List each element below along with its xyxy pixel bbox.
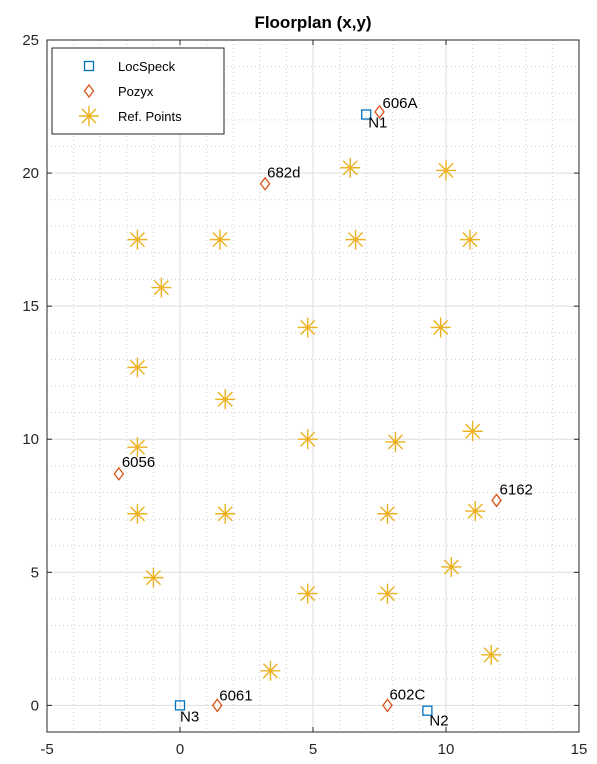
point-diamond bbox=[374, 104, 385, 119]
point-star bbox=[345, 229, 366, 250]
series-star bbox=[127, 157, 502, 681]
point-star bbox=[151, 277, 172, 298]
point-star bbox=[340, 157, 361, 178]
point-diamond bbox=[491, 493, 502, 508]
point-star bbox=[462, 421, 483, 442]
axes: -5 0 5 10 15 0 5 10 15 20 25 bbox=[22, 32, 587, 758]
legend-marker-diamond bbox=[83, 83, 95, 99]
point-star bbox=[215, 503, 236, 524]
legend-marker-star bbox=[79, 106, 99, 126]
y-tick-label: 25 bbox=[22, 32, 39, 49]
point-star bbox=[127, 437, 148, 458]
point-star bbox=[215, 389, 236, 410]
legend: LocSpeck Pozyx Ref. Points bbox=[51, 47, 225, 135]
point-diamond bbox=[259, 176, 271, 191]
x-tick-label: 5 bbox=[309, 741, 317, 758]
point-star bbox=[377, 503, 398, 524]
y-tick-label: 5 bbox=[31, 564, 39, 581]
point-star bbox=[127, 357, 148, 378]
point-label: 682d bbox=[267, 165, 300, 182]
legend-entry: Ref. Points bbox=[118, 109, 182, 124]
point-square bbox=[174, 700, 186, 711]
point-star bbox=[260, 660, 281, 681]
series-square bbox=[174, 109, 433, 716]
x-tick-label: 15 bbox=[571, 741, 588, 758]
point-star bbox=[481, 644, 502, 665]
point-diamond bbox=[382, 698, 393, 713]
point-star bbox=[297, 583, 318, 604]
point-star bbox=[377, 583, 398, 604]
point-star bbox=[459, 229, 480, 250]
legend-entry: LocSpeck bbox=[118, 59, 176, 74]
legend-entry: Pozyx bbox=[118, 84, 154, 99]
point-star bbox=[436, 160, 456, 181]
y-tick-label: 15 bbox=[22, 298, 39, 315]
point-star bbox=[209, 229, 230, 250]
x-tick-label: 0 bbox=[176, 741, 184, 758]
chart-title: Floorplan (x,y) bbox=[254, 13, 371, 32]
legend-box bbox=[51, 47, 225, 135]
point-labels: N1 N2 N3 606A 682d 6056 6162 6061 602C bbox=[122, 95, 533, 730]
y-tick-label: 0 bbox=[31, 697, 39, 714]
x-tick-label: -5 bbox=[40, 741, 53, 758]
point-label: N1 bbox=[368, 115, 387, 132]
point-star bbox=[385, 431, 406, 452]
point-label: 6056 bbox=[122, 454, 155, 471]
point-diamond bbox=[113, 466, 125, 481]
y-tick-label: 20 bbox=[22, 165, 39, 182]
point-star bbox=[441, 556, 462, 577]
y-tick-label: 10 bbox=[22, 431, 39, 448]
point-label: 6061 bbox=[219, 687, 252, 704]
point-star bbox=[127, 503, 148, 524]
point-star bbox=[297, 317, 318, 338]
point-star bbox=[143, 567, 164, 588]
series-diamond bbox=[113, 104, 502, 713]
point-diamond bbox=[211, 698, 223, 713]
point-star bbox=[127, 229, 148, 250]
point-label: N3 bbox=[180, 708, 199, 725]
x-tick-label: 10 bbox=[438, 741, 455, 758]
data-series bbox=[113, 104, 502, 716]
point-square bbox=[422, 705, 433, 716]
point-star bbox=[465, 501, 486, 522]
point-label: 602C bbox=[389, 686, 425, 703]
point-label: N2 bbox=[429, 713, 448, 730]
point-label: 6162 bbox=[500, 481, 533, 498]
point-star bbox=[297, 429, 318, 450]
point-label: 606A bbox=[383, 95, 418, 112]
point-star bbox=[430, 317, 451, 338]
point-square bbox=[361, 109, 372, 120]
legend-marker-square bbox=[83, 60, 95, 72]
